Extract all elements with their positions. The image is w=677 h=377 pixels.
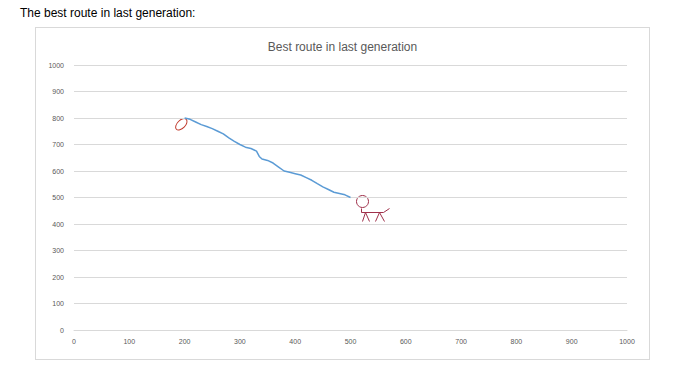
svg-text:300: 300 (234, 338, 246, 345)
svg-text:200: 200 (52, 274, 64, 281)
svg-text:1000: 1000 (619, 338, 635, 345)
svg-text:500: 500 (52, 194, 64, 201)
svg-text:900: 900 (52, 88, 64, 95)
html-text:The best route in last generat: The best route in last generation: (20, 6, 196, 20)
svg-text:400: 400 (52, 221, 64, 228)
svg-text:100: 100 (123, 338, 135, 345)
svg-text:1000: 1000 (48, 62, 64, 69)
svg-text:0: 0 (72, 338, 76, 345)
svg-text:800: 800 (52, 115, 64, 122)
svg-text:900: 900 (566, 338, 578, 345)
svg-text:400: 400 (289, 338, 301, 345)
svg-text:700: 700 (52, 141, 64, 148)
svg-text:500: 500 (345, 338, 357, 345)
svg-text:600: 600 (52, 168, 64, 175)
svg-text:600: 600 (400, 338, 412, 345)
svg-text:700: 700 (455, 338, 467, 345)
svg-text:0: 0 (60, 327, 64, 334)
svg-text:200: 200 (179, 338, 191, 345)
svg-text:300: 300 (52, 247, 64, 254)
svg-text:800: 800 (511, 338, 523, 345)
svg-text:100: 100 (52, 300, 64, 307)
svg-text:Best route in last generation: Best route in last generation (268, 40, 417, 54)
